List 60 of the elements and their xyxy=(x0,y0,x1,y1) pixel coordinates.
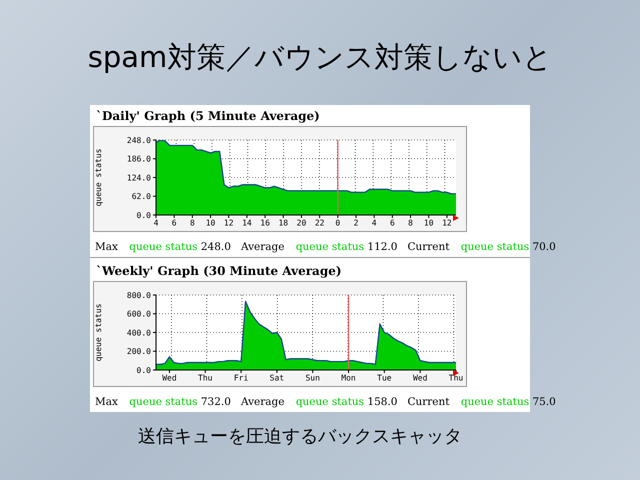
x-tick-label: Tue xyxy=(377,374,392,383)
x-tick-label: 8 xyxy=(408,218,414,228)
x-tick-label: 12 xyxy=(442,218,452,228)
x-tick-label: Wed xyxy=(412,374,428,383)
text: 732.0 xyxy=(200,396,231,408)
x-tick-label: 4 xyxy=(154,218,159,228)
x-tick-label: Sat xyxy=(270,374,284,383)
x-tick-label: 4 xyxy=(372,218,377,228)
text: 248.0 xyxy=(200,241,231,253)
text: 75.0 xyxy=(532,396,556,408)
y-tick-label: 800.0 xyxy=(126,290,152,300)
x-tick-label: Thu xyxy=(198,374,213,383)
y-tick-label: 186.0 xyxy=(126,154,152,164)
y-tick-label: 0.0 xyxy=(136,366,152,375)
y-tick-label: 62.0 xyxy=(132,192,152,202)
y-tick-label: 0.0 xyxy=(136,210,152,220)
text: Max xyxy=(95,241,118,253)
x-tick-label: Wed xyxy=(162,374,177,383)
x-tick-label: Fri xyxy=(234,374,248,383)
x-tick-label: 10 xyxy=(424,218,434,228)
x-tick-label: 8 xyxy=(190,218,195,228)
y-tick-label: 400.0 xyxy=(126,328,152,338)
y-tick-label: 248.0 xyxy=(126,136,152,145)
text: 158.0 xyxy=(367,396,398,408)
text: queue status xyxy=(129,396,198,408)
x-tick-label: 16 xyxy=(260,218,270,228)
text: Average xyxy=(240,241,284,253)
x-tick-label: 22 xyxy=(314,218,325,228)
x-tick-label: 0 xyxy=(335,218,340,228)
x-tick-label: 20 xyxy=(296,218,306,228)
text: 送信キューを圧迫するバックスキャッタ xyxy=(137,425,463,448)
y-axis-title: queue status xyxy=(94,148,103,206)
x-tick-label: 18 xyxy=(278,218,288,228)
x-tick-label: Thu xyxy=(448,374,464,383)
text: Average xyxy=(240,396,284,408)
y-tick-label: 200.0 xyxy=(126,347,152,356)
x-tick-label: 12 xyxy=(224,218,234,228)
text: queue status xyxy=(129,241,198,253)
text: 70.0 xyxy=(532,241,556,253)
x-tick-label: 10 xyxy=(206,218,216,228)
y-axis-title: queue status xyxy=(94,303,103,362)
text: Current xyxy=(407,396,450,408)
x-tick-label: 6 xyxy=(172,218,177,228)
y-tick-label: 600.0 xyxy=(126,310,152,319)
text: spam対策／バウンス対策しないと xyxy=(86,39,554,76)
text: queue status xyxy=(460,241,530,253)
text: queue status xyxy=(296,241,364,253)
x-tick-label: Sun xyxy=(305,374,320,383)
chart-title: `Weekly' Graph (30 Minute Average) xyxy=(96,264,342,278)
chart-title: `Daily' Graph (5 Minute Average) xyxy=(96,109,320,123)
text: Current xyxy=(407,241,450,253)
text: Max xyxy=(95,396,118,408)
text: 112.0 xyxy=(367,241,398,253)
x-tick-label: 2 xyxy=(354,218,359,228)
y-tick-label: 124.0 xyxy=(126,173,152,182)
x-tick-label: 6 xyxy=(390,218,395,228)
x-tick-label: Mon xyxy=(341,374,356,383)
text: queue status xyxy=(296,396,364,408)
text: queue status xyxy=(460,396,530,408)
x-tick-label: 14 xyxy=(242,218,252,228)
